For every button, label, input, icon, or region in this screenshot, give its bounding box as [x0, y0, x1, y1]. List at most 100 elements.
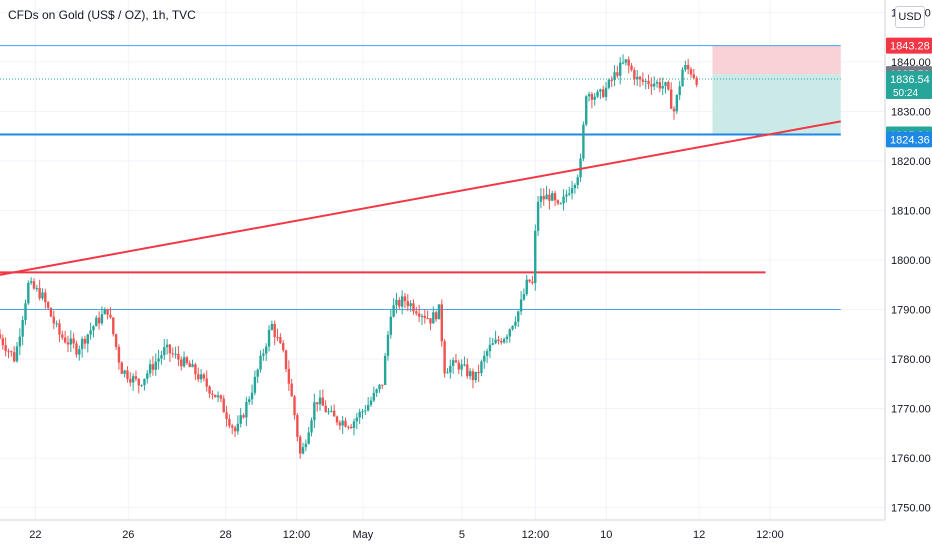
candle-body — [69, 338, 72, 345]
candle-body — [307, 432, 310, 444]
candle-body — [599, 89, 602, 92]
price-label-text: 1824.36 — [890, 134, 930, 146]
candle-body — [97, 317, 101, 324]
candle-body — [684, 64, 687, 70]
candle-body — [573, 184, 577, 189]
price-label-1836.54: 1836.54 50:24 — [886, 71, 932, 100]
candle-body — [542, 196, 545, 200]
price-tick-label: 1790.00 — [891, 305, 931, 317]
candle-body — [525, 279, 528, 295]
candle-body — [383, 355, 387, 385]
candle-body — [681, 69, 684, 87]
currency-button[interactable]: USD — [895, 6, 925, 28]
candle-body — [641, 79, 645, 82]
countdown-label: 50:24 — [893, 88, 918, 99]
candle-body — [318, 397, 322, 405]
candle-body — [290, 383, 293, 397]
time-tick-label: 12:00 — [283, 529, 311, 541]
candle-body — [262, 353, 265, 356]
candle-body — [587, 94, 591, 97]
candle-body — [658, 82, 662, 89]
candle-body — [403, 296, 407, 302]
price-tick-label: 1800.00 — [891, 255, 931, 267]
candle-body — [443, 341, 446, 374]
candle-body — [471, 371, 475, 381]
candle-body — [420, 315, 424, 317]
candle-body — [619, 62, 622, 76]
candle-body — [695, 77, 698, 85]
time-tick-label: 5 — [459, 529, 465, 541]
candle-body — [519, 299, 523, 312]
time-tick-label: 12:00 — [522, 529, 550, 541]
candle-body — [531, 281, 534, 283]
candle-body — [358, 411, 361, 418]
candle-body — [236, 423, 240, 432]
candle-body — [446, 372, 449, 374]
candle-body — [163, 347, 166, 356]
price-label-background — [886, 71, 932, 100]
candle-body — [669, 89, 673, 109]
candle-body — [72, 338, 75, 344]
candle-body — [593, 96, 596, 100]
candle-body — [231, 425, 234, 428]
candle-body — [483, 355, 486, 362]
candle-body — [89, 330, 92, 335]
candle-body — [95, 317, 98, 327]
time-tick-label: 28 — [220, 529, 232, 541]
price-label-text: 1836.54 — [890, 74, 930, 86]
price-tick-label: 1760.00 — [891, 453, 931, 465]
candle-body — [610, 79, 613, 81]
candle-body — [160, 355, 163, 359]
candle-body — [409, 303, 412, 307]
candle-body — [321, 397, 325, 406]
candle-body — [432, 312, 435, 324]
candle-body — [12, 352, 16, 362]
candle-body — [191, 364, 194, 368]
candle-body — [310, 420, 313, 433]
candle-body — [468, 371, 472, 377]
candle-body — [621, 62, 625, 64]
candle-body — [287, 369, 291, 384]
chart-title: CFDs on Gold (US$ / OZ), 1h, TVC — [8, 8, 196, 22]
candle-body — [341, 420, 344, 426]
candle-body — [100, 314, 104, 324]
candle-body — [349, 426, 353, 429]
candle-body — [633, 70, 636, 80]
candle-body — [1, 338, 5, 346]
candle-body — [528, 279, 531, 282]
candle-body — [650, 84, 653, 87]
candle-body — [585, 96, 588, 125]
price-tick-label: 1810.00 — [891, 205, 931, 217]
candle-body — [366, 404, 370, 411]
candle-body — [488, 344, 492, 352]
candle-body — [171, 353, 174, 355]
candle-body — [185, 357, 189, 364]
candle-body — [103, 308, 106, 315]
candle-body — [219, 395, 223, 399]
candle-body — [689, 69, 693, 75]
candle-body — [449, 365, 452, 373]
candle-body — [655, 82, 659, 84]
candle-body — [514, 321, 517, 326]
candle-body — [559, 203, 562, 205]
candle-body — [429, 318, 432, 324]
candle-body — [265, 346, 268, 354]
candle-body — [148, 364, 152, 374]
candle-body — [381, 384, 384, 386]
candle-body — [536, 201, 540, 231]
candle-body — [576, 177, 579, 185]
candle-body — [347, 426, 350, 428]
candle-body — [41, 292, 44, 299]
candle-body — [415, 311, 418, 314]
candle-body — [412, 303, 415, 312]
candle-body — [398, 299, 401, 307]
candle-body — [180, 359, 183, 367]
candle-body — [83, 338, 87, 344]
candle-body — [21, 319, 24, 337]
candle-body — [18, 336, 22, 347]
candle-body — [222, 398, 225, 413]
time-tick-label: 12 — [693, 529, 705, 541]
candle-body — [332, 410, 336, 417]
candle-body — [44, 292, 47, 303]
